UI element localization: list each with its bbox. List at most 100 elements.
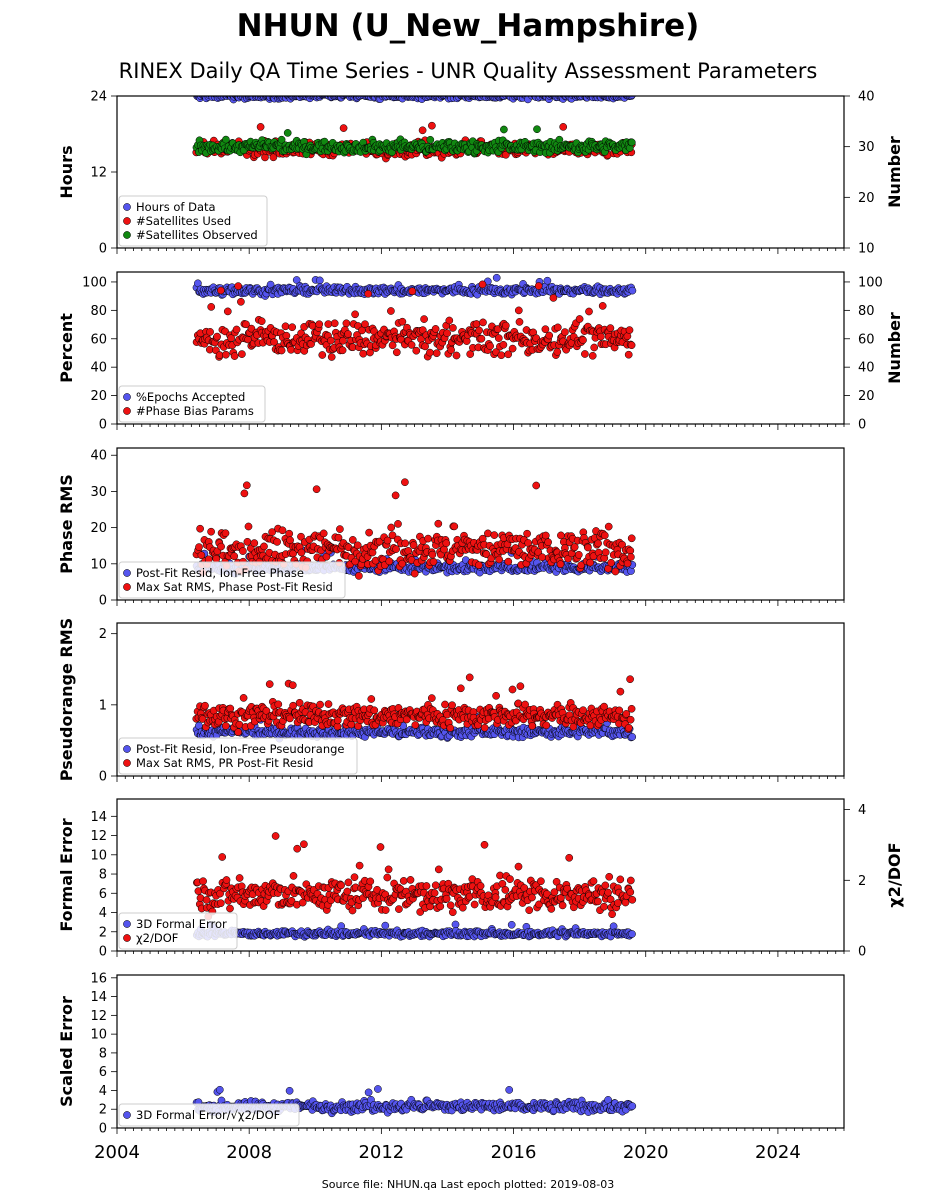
data-point [287, 896, 296, 905]
data-point [480, 840, 489, 849]
data-point [477, 334, 486, 343]
data-point [221, 529, 230, 538]
data-point [274, 700, 283, 709]
data-point [600, 531, 609, 540]
data-point [544, 538, 552, 547]
data-point [499, 340, 508, 349]
data-point [626, 876, 635, 885]
data-point [534, 84, 541, 91]
data-point [424, 534, 432, 543]
data-point [608, 910, 616, 919]
data-point [614, 899, 622, 907]
data-point [504, 557, 513, 566]
data-point [497, 351, 506, 360]
data-point [508, 685, 517, 694]
data-point [458, 903, 467, 912]
data-point [289, 701, 297, 710]
data-point [581, 350, 589, 358]
data-point [432, 349, 441, 358]
data-point [505, 96, 508, 97]
data-point [421, 342, 429, 351]
data-point [216, 889, 224, 898]
data-point [327, 353, 336, 361]
data-point [234, 728, 243, 737]
data-point [344, 878, 353, 887]
data-point [491, 893, 500, 902]
data-point [392, 348, 401, 357]
data-point [605, 872, 614, 881]
data-point [607, 558, 615, 567]
data-point [447, 346, 455, 354]
data-point [364, 289, 373, 298]
data-point [475, 561, 483, 570]
data-point [604, 888, 612, 897]
data-point [521, 700, 529, 709]
data-point [355, 861, 364, 870]
data-point [348, 906, 357, 915]
data-point [547, 905, 556, 913]
data-point [413, 87, 420, 94]
data-point [627, 534, 636, 543]
data-point [355, 572, 363, 580]
data-point [285, 529, 294, 538]
data-point [288, 323, 297, 332]
data-point [553, 323, 562, 332]
data-point [422, 882, 431, 890]
data-point [449, 324, 457, 332]
data-point [202, 896, 211, 904]
data-point [545, 331, 554, 340]
data-point [561, 328, 569, 336]
data-point [584, 543, 592, 552]
data-point [418, 126, 427, 135]
data-point [523, 529, 531, 538]
data-point [330, 319, 339, 328]
data-point [506, 875, 514, 883]
data-point [434, 519, 443, 528]
data-point [391, 491, 400, 500]
data-point [590, 343, 599, 352]
data-point [359, 349, 368, 358]
data-point [342, 319, 351, 328]
data-point [277, 135, 286, 144]
data-point [234, 282, 243, 290]
data-point [401, 539, 410, 548]
data-point [361, 320, 369, 329]
data-point [250, 539, 259, 547]
data-point [604, 522, 613, 531]
data-point [494, 334, 503, 342]
data-point [381, 96, 386, 97]
data-point [384, 865, 393, 874]
data-point [622, 710, 631, 718]
data-point [549, 294, 558, 302]
data-point [351, 557, 360, 566]
data-point [627, 567, 635, 575]
data-point [269, 153, 278, 162]
data-point [532, 481, 541, 490]
data-point [452, 351, 461, 360]
data-point [383, 873, 392, 882]
data-point [436, 902, 445, 911]
data-point [442, 539, 451, 548]
data-point [448, 908, 457, 917]
data-point [337, 881, 345, 890]
data-point [217, 286, 225, 295]
data-point [550, 888, 559, 896]
data-point [399, 877, 408, 885]
data-point [297, 548, 306, 557]
data-point [307, 340, 315, 348]
data-point [403, 96, 408, 97]
data-point [628, 286, 637, 295]
data-point [628, 930, 636, 938]
data-point [558, 901, 567, 910]
data-point [450, 522, 459, 531]
data-point [557, 531, 565, 540]
data-point [353, 541, 362, 550]
data-point [486, 342, 494, 350]
data-point [508, 344, 517, 353]
data-point [426, 348, 434, 357]
data-point [411, 721, 420, 729]
data-point [212, 554, 221, 563]
data-point [420, 315, 428, 323]
data-point [334, 533, 343, 542]
data-point [292, 276, 301, 284]
